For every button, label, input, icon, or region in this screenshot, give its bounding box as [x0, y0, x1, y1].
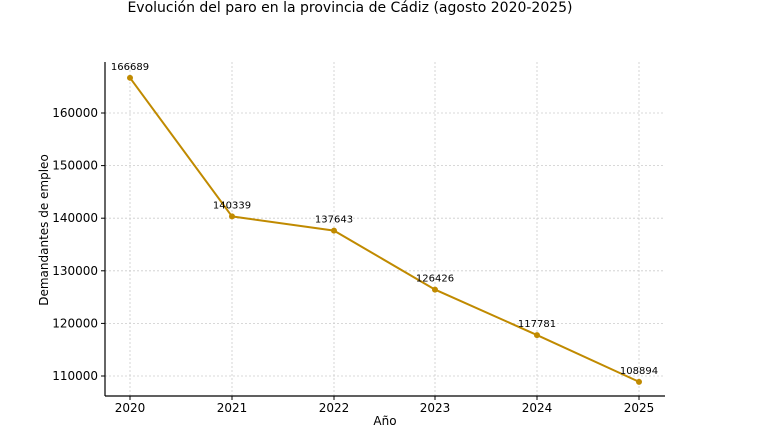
axes	[104, 62, 665, 397]
data-point-marker	[127, 74, 133, 81]
x-tick-label: 2022	[319, 401, 350, 415]
data-label: 137643	[315, 215, 353, 226]
data-point-marker	[636, 378, 642, 385]
data-label: 108894	[620, 366, 658, 377]
series-line	[129, 77, 640, 383]
chart-title: Evolución del paro en la provincia de Cá…	[127, 0, 572, 16]
y-tick-label: 160000	[52, 106, 98, 120]
data-label: 140339	[213, 200, 251, 211]
data-label: 117781	[518, 319, 556, 330]
data-label: 166689	[111, 62, 149, 73]
data-point-marker	[331, 227, 337, 234]
y-axis-label: Demandantes de empleo	[37, 154, 51, 306]
y-tick-label: 120000	[52, 316, 98, 330]
x-tick-label: 2024	[522, 401, 553, 415]
y-tick-label: 130000	[52, 264, 98, 278]
x-tick-label: 2025	[624, 401, 655, 415]
y-axis-ticks: 110000 120000 130000 140000 150000 160000	[52, 106, 105, 383]
x-tick-label: 2021	[217, 401, 248, 415]
x-axis-label: Año	[373, 414, 396, 427]
y-tick-label: 110000	[52, 369, 98, 383]
x-tick-label: 2023	[420, 401, 451, 415]
data-point-marker	[229, 213, 235, 220]
data-point-marker	[432, 286, 438, 293]
x-tick-label: 2020	[115, 401, 146, 415]
y-tick-label: 150000	[52, 159, 98, 173]
data-series: 166689 140339 137643 126426 117781 108894	[111, 62, 658, 385]
x-axis-ticks: 2020 2021 2022 2023 2024 2025	[115, 396, 655, 415]
data-point-marker	[534, 332, 540, 339]
y-tick-label: 140000	[52, 211, 98, 225]
grid-lines	[105, 62, 665, 396]
data-label: 126426	[416, 274, 454, 285]
